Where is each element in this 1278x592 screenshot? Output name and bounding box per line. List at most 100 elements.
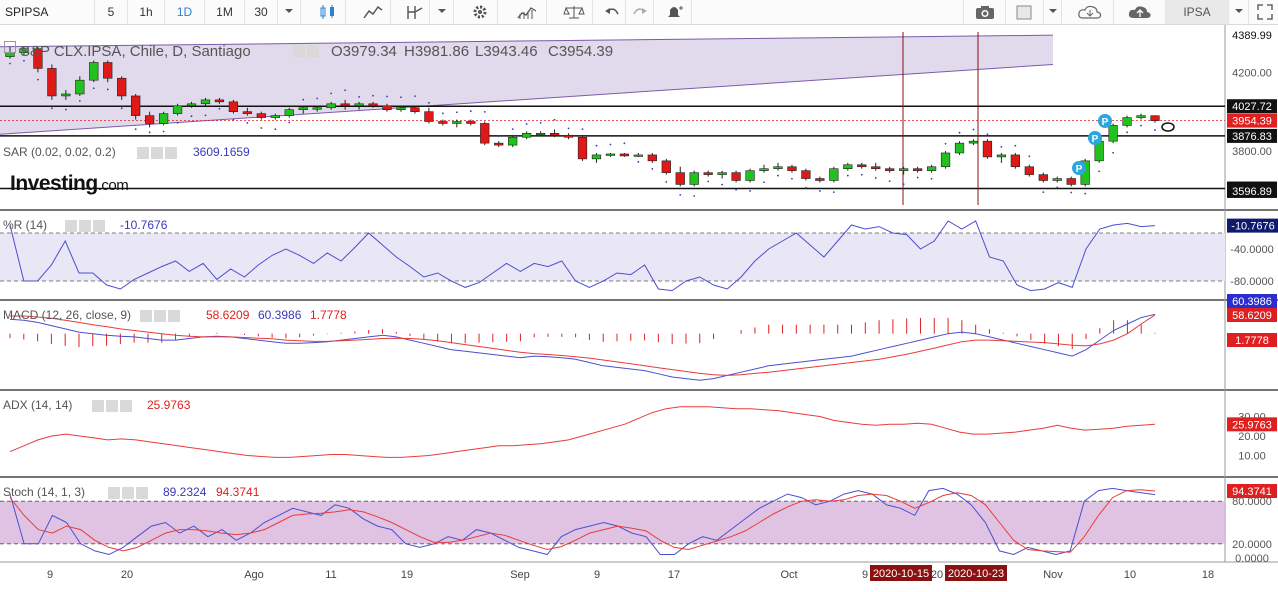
- eye-icon[interactable]: [92, 400, 104, 412]
- line-chart-button[interactable]: [355, 0, 391, 24]
- candle: [298, 107, 308, 110]
- close-icon[interactable]: [165, 147, 177, 159]
- sar-dot: [428, 101, 430, 104]
- sar-label: SAR (0.02, 0.02, 0.2): [3, 145, 116, 159]
- gear-icon[interactable]: [154, 310, 166, 322]
- sar-dot: [525, 123, 528, 125]
- candle: [368, 103, 378, 107]
- candle: [940, 152, 951, 168]
- stoch-controls[interactable]: [108, 487, 150, 499]
- price-tag: 3596.89: [1232, 186, 1272, 198]
- gear-icon[interactable]: [151, 147, 163, 159]
- save-cloud-button[interactable]: [1114, 0, 1166, 24]
- symbol-selector[interactable]: SPIPSA: [0, 0, 95, 24]
- sar-dot: [553, 118, 556, 121]
- stoch-value-1: 89.2324: [163, 485, 207, 499]
- gear-icon[interactable]: [122, 487, 134, 499]
- fullscreen-button[interactable]: [1252, 0, 1278, 24]
- sar-dot: [958, 131, 961, 134]
- x-tick: 9: [594, 569, 600, 581]
- sar-dot: [92, 87, 95, 90]
- sar-dot: [791, 177, 793, 180]
- sar-dot: [400, 96, 402, 99]
- sar-dot: [567, 127, 570, 130]
- eye-icon[interactable]: [293, 45, 305, 57]
- sar-dot: [916, 176, 919, 179]
- macd-tag: 60.3986: [1232, 296, 1272, 308]
- gear-icon[interactable]: [307, 45, 319, 57]
- sar-dot: [302, 98, 305, 101]
- sar-controls[interactable]: [137, 147, 179, 159]
- chart-area[interactable]: P P P 4389.99 4200.00 4027.72 3954.39 3876.83 38…: [0, 25, 1278, 587]
- color-dropdown[interactable]: [1044, 0, 1062, 24]
- candle: [158, 113, 169, 124]
- candle: [1136, 115, 1146, 118]
- snapshot-button[interactable]: [963, 0, 1006, 24]
- candle: [145, 115, 155, 124]
- wedge-trendline: [0, 63, 1054, 135]
- candle: [354, 103, 364, 107]
- eye-icon[interactable]: [140, 310, 152, 322]
- sar-dot: [1056, 186, 1059, 189]
- indicators-button[interactable]: [507, 0, 547, 24]
- stoch-tick: 20.0000: [1232, 539, 1272, 551]
- collapse-toggle[interactable]: [4, 41, 16, 53]
- stoch-tag: 94.3741: [1232, 486, 1272, 498]
- redo-button[interactable]: [626, 0, 654, 24]
- sar-dot: [1070, 191, 1073, 194]
- close-icon[interactable]: [93, 220, 105, 232]
- interval-30[interactable]: 30: [245, 0, 278, 24]
- interval-5[interactable]: 5: [95, 0, 128, 24]
- candle: [633, 154, 643, 157]
- sar-dot: [930, 177, 933, 180]
- sar-dot: [288, 121, 291, 124]
- compare-button[interactable]: [555, 0, 593, 24]
- wr-tag-box: [1227, 218, 1278, 233]
- sar-dot: [64, 108, 67, 111]
- sar-dot: [1112, 151, 1115, 154]
- interval-dropdown[interactable]: [278, 0, 301, 24]
- eye-icon[interactable]: [65, 220, 77, 232]
- candle: [103, 62, 113, 79]
- macd-controls[interactable]: [140, 310, 182, 322]
- load-cloud-button[interactable]: [1066, 0, 1114, 24]
- close-icon[interactable]: [136, 487, 148, 499]
- sar-dot: [358, 96, 360, 98]
- symbol-box-dropdown[interactable]: [1229, 0, 1249, 24]
- close-icon[interactable]: [168, 310, 180, 322]
- date-marker-label: 2020-10-15: [873, 568, 929, 580]
- eye-icon[interactable]: [108, 487, 120, 499]
- wr-controls[interactable]: [65, 220, 107, 232]
- settings-button[interactable]: [462, 0, 498, 24]
- x-tick: 10: [1124, 569, 1136, 581]
- candle: [242, 111, 253, 114]
- adx-tick: 10.00: [1238, 451, 1266, 463]
- close-icon[interactable]: [120, 400, 132, 412]
- date-marker-box: [945, 565, 1007, 581]
- adx-controls[interactable]: [92, 400, 134, 412]
- eye-icon[interactable]: [137, 147, 149, 159]
- macd-label: MACD (12, 26, close, 9): [3, 308, 132, 322]
- interval-1m[interactable]: 1M: [205, 0, 245, 24]
- color-button[interactable]: [1006, 0, 1044, 24]
- draw-tools-button[interactable]: [400, 0, 430, 24]
- interval-1h[interactable]: 1h: [128, 0, 165, 24]
- indicators-icon: [516, 7, 536, 19]
- sar-dot: [749, 190, 751, 192]
- price-tag: 4027.72: [1232, 101, 1272, 113]
- draw-tools-dropdown[interactable]: [430, 0, 454, 24]
- gear-icon[interactable]: [79, 220, 91, 232]
- area-chart-icon: [362, 5, 382, 19]
- symbol-box[interactable]: IPSA: [1166, 0, 1229, 24]
- chart-type-button[interactable]: [310, 0, 346, 24]
- undo-button[interactable]: [598, 0, 626, 24]
- candle: [968, 140, 979, 144]
- sar-dot: [134, 128, 137, 131]
- chevron-down-icon: [285, 9, 293, 13]
- candle: [563, 134, 574, 138]
- title-controls[interactable]: [293, 45, 321, 57]
- interval-1d[interactable]: 1D: [165, 0, 205, 24]
- candle: [480, 123, 490, 144]
- gear-icon[interactable]: [106, 400, 118, 412]
- alert-button[interactable]: [656, 0, 692, 24]
